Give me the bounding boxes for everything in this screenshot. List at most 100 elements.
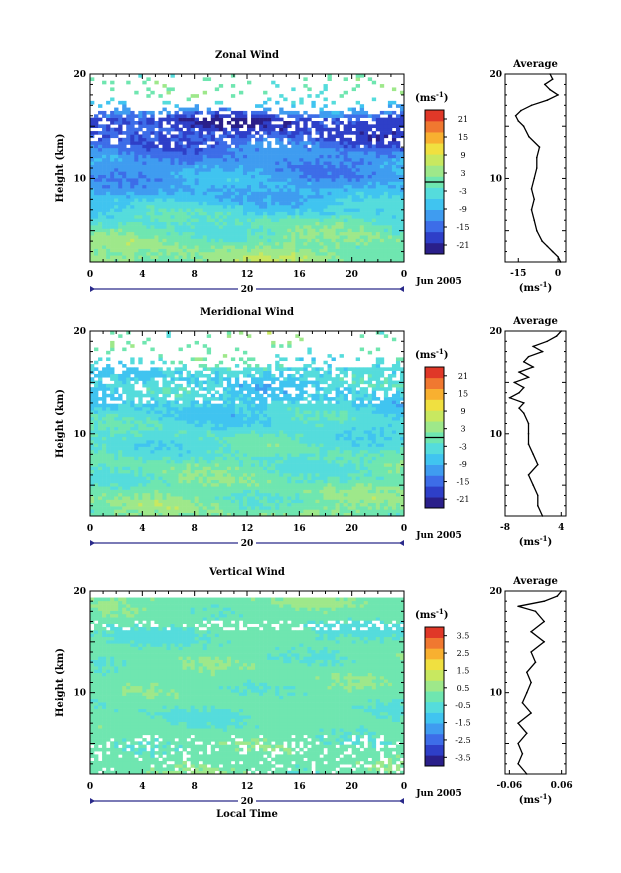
heatmap-cell xyxy=(122,100,127,105)
heatmap-cell xyxy=(399,235,405,239)
heatmap-cell xyxy=(367,168,373,172)
heatmap-cell xyxy=(154,228,159,233)
heatmap-cell xyxy=(287,157,292,162)
heatmap-cell xyxy=(335,164,340,169)
heatmap-cell xyxy=(335,198,340,202)
heatmap-cell xyxy=(339,94,344,98)
heatmap-cell xyxy=(98,502,103,507)
heatmap-cell xyxy=(106,201,111,206)
heatmap-cell xyxy=(267,496,272,500)
heatmap-cell xyxy=(114,181,119,186)
heatmap-cell xyxy=(355,509,361,513)
heatmap-cell xyxy=(158,225,163,229)
heatmap-cell xyxy=(359,241,365,246)
heatmap-cell xyxy=(126,469,131,474)
heatmap-cell xyxy=(238,241,244,246)
heatmap-cell xyxy=(287,194,292,199)
heatmap-cell xyxy=(351,204,356,209)
heatmap-cell xyxy=(271,201,276,206)
heatmap-cell xyxy=(307,231,312,236)
heatmap-cell xyxy=(395,258,401,263)
heatmap-cell xyxy=(150,131,155,135)
heatmap-cell xyxy=(367,255,373,259)
heatmap-cell xyxy=(186,492,191,497)
heatmap-cell xyxy=(307,479,312,484)
heatmap-cell xyxy=(383,127,389,132)
heatmap-cell xyxy=(291,87,296,92)
heatmap-cell xyxy=(122,225,127,229)
heatmap-cell xyxy=(315,486,320,490)
heatmap-cell xyxy=(359,459,365,464)
heatmap-cell xyxy=(234,231,240,236)
heatmap-cell xyxy=(122,171,127,176)
heatmap-cell xyxy=(299,496,304,500)
heatmap-cell xyxy=(347,512,352,517)
heatmap-cell xyxy=(291,131,296,135)
heatmap-cell xyxy=(142,154,147,159)
heatmap-cell xyxy=(347,235,352,239)
heatmap-cell xyxy=(194,251,199,256)
heatmap-cell xyxy=(162,84,167,88)
heatmap-cell xyxy=(126,482,131,487)
heatmap-cell xyxy=(303,473,308,477)
heatmap-cell xyxy=(375,121,381,125)
heatmap-cell xyxy=(218,124,224,129)
heatmap-cell xyxy=(238,463,244,467)
heatmap-cell xyxy=(267,221,272,226)
heatmap-cell xyxy=(271,245,276,249)
heatmap-cell xyxy=(186,215,191,219)
heatmap-cell xyxy=(158,482,163,487)
heatmap-cell xyxy=(303,77,308,82)
heatmap-cell xyxy=(118,127,123,132)
heatmap-cell xyxy=(242,492,248,497)
heatmap-cell xyxy=(295,506,300,510)
heatmap-cell xyxy=(351,110,356,115)
heatmap-cell xyxy=(194,157,199,162)
heatmap-cell xyxy=(238,509,244,513)
heatmap-cell xyxy=(263,459,268,464)
heatmap-cell xyxy=(114,191,119,196)
heatmap-cell xyxy=(399,161,405,165)
heatmap-cell xyxy=(178,184,183,189)
heatmap-cell xyxy=(106,198,111,202)
heatmap-cell xyxy=(234,124,240,129)
heatmap-cell xyxy=(339,154,344,159)
heatmap-cell xyxy=(126,509,131,513)
heatmap-cell xyxy=(379,492,385,497)
heatmap-cell xyxy=(230,231,236,236)
heatmap-cell xyxy=(126,251,131,256)
heatmap-cell xyxy=(218,506,224,510)
heatmap-cell xyxy=(363,174,369,179)
heatmap-cell xyxy=(134,499,139,504)
heatmap-cell xyxy=(267,134,272,139)
heatmap-cell xyxy=(279,225,284,229)
heatmap-cell xyxy=(375,218,381,223)
heatmap-cell xyxy=(299,171,304,176)
heatmap-cell xyxy=(275,221,280,226)
heatmap-cell xyxy=(335,147,340,152)
heatmap-cell xyxy=(387,469,393,474)
heatmap-cell xyxy=(319,225,324,229)
heatmap-cell xyxy=(138,137,143,142)
heatmap-cell xyxy=(395,168,401,172)
heatmap-cell xyxy=(391,178,397,182)
heatmap-cell xyxy=(311,198,316,202)
heatmap-cell xyxy=(323,499,328,504)
heatmap-cell xyxy=(130,124,135,129)
heatmap-cell xyxy=(130,161,135,165)
heatmap-cell xyxy=(238,154,244,159)
heatmap-cell xyxy=(327,492,332,497)
heatmap-cell xyxy=(142,188,147,192)
heatmap-cell xyxy=(170,245,175,249)
heatmap-cell xyxy=(174,482,179,487)
heatmap-cell xyxy=(351,164,356,169)
heatmap-cell xyxy=(130,127,135,132)
heatmap-cell xyxy=(255,258,260,263)
heatmap-cell xyxy=(399,174,405,179)
heatmap-cell xyxy=(331,110,336,115)
heatmap-cell xyxy=(230,496,236,500)
heatmap-cell xyxy=(327,188,332,192)
heatmap-cell xyxy=(343,255,348,259)
heatmap-cell xyxy=(275,184,280,189)
heatmap-cell xyxy=(335,181,340,186)
